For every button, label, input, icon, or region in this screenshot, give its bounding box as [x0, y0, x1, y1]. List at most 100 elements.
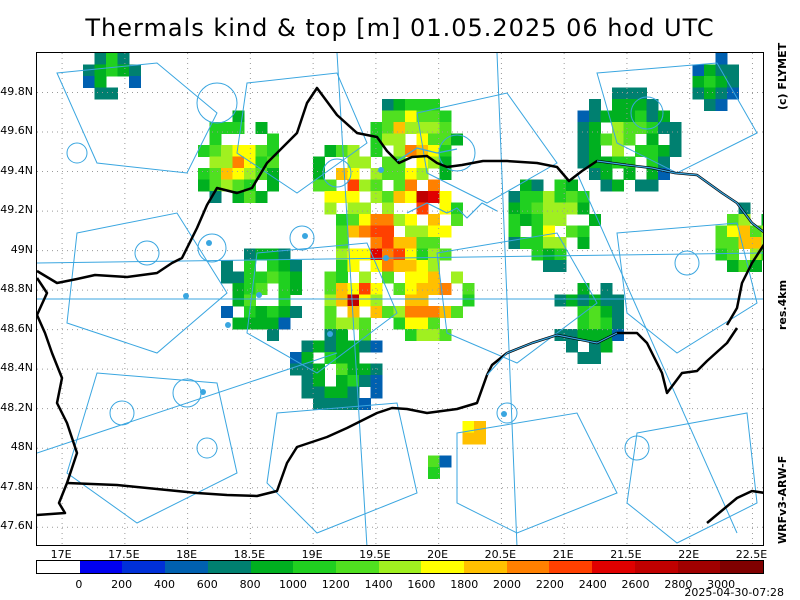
lat-tick-label: 48.6N: [0, 321, 33, 335]
thermal-cell: [347, 202, 360, 215]
thermal-cell: [727, 64, 739, 77]
thermal-cell: [531, 237, 544, 249]
map-canvas[interactable]: [37, 53, 764, 546]
thermal-cell: [244, 260, 256, 272]
airspace-boundary: [66, 372, 238, 524]
thermal-map[interactable]: [36, 52, 764, 546]
colorbar-swatch: [207, 561, 251, 573]
colorbar-swatch: [250, 561, 294, 573]
thermal-cell: [428, 271, 440, 284]
thermal-cell: [761, 214, 763, 226]
thermal-cell: [428, 110, 440, 123]
airspace-circle: [630, 96, 664, 130]
thermal-cell: [336, 386, 348, 399]
thermal-cell: [382, 260, 394, 272]
thermal-cell: [359, 214, 371, 226]
thermal-cell: [531, 179, 544, 192]
thermal-cell: [359, 179, 371, 192]
thermal-cell: [336, 329, 348, 341]
thermal-cell: [508, 225, 521, 238]
thermal-cell: [405, 271, 417, 284]
thermal-cell: [359, 294, 371, 307]
thermal-cell: [359, 363, 371, 376]
airspace-circle: [674, 250, 700, 276]
airport-icon: [206, 240, 212, 246]
thermal-cell: [600, 283, 613, 295]
thermal-cell: [336, 237, 348, 249]
lon-tick-label: 20.5E: [484, 548, 517, 561]
lat-tick-label: 49.4N: [0, 163, 33, 177]
thermal-cell: [347, 156, 360, 169]
thermal-cell: [313, 398, 325, 410]
thermal-cell: [359, 156, 371, 169]
thermal-cell: [370, 191, 383, 203]
thermal-cell: [600, 168, 613, 180]
thermal-cell: [727, 76, 739, 88]
thermal-cell: [439, 329, 452, 341]
thermal-cell: [221, 122, 233, 134]
airport-icon: [256, 292, 262, 298]
thermal-cell: [393, 168, 406, 180]
airspace-line: [576, 172, 738, 534]
thermal-cell: [382, 156, 394, 169]
thermal-cell: [301, 386, 314, 399]
thermal-cell: [600, 317, 613, 330]
thermal-cell: [462, 283, 475, 295]
thermal-cell: [589, 122, 601, 134]
airspace-circle: [197, 233, 227, 263]
thermal-cell: [428, 260, 440, 272]
thermal-cell: [692, 76, 705, 88]
thermal-cell: [462, 432, 475, 445]
lon-tick-label: 18.5E: [233, 548, 266, 561]
thermal-cells-layer: [83, 53, 763, 479]
thermal-cell: [313, 179, 325, 192]
thermal-cell: [393, 214, 406, 226]
thermal-cell: [347, 306, 360, 318]
thermal-cell: [278, 317, 291, 330]
thermal-cell: [267, 317, 279, 330]
thermal-cell: [704, 99, 716, 111]
lat-tick-label: 48N: [10, 440, 33, 454]
thermal-cell: [600, 306, 613, 318]
thermal-cell: [359, 340, 371, 353]
thermal-cell: [278, 271, 291, 284]
thermal-cell: [646, 110, 659, 123]
colorbar-swatch: [335, 561, 379, 573]
thermal-cell: [393, 122, 406, 134]
colorbar-tick-label: 1400: [364, 578, 393, 591]
thermal-cell: [370, 237, 383, 249]
thermal-cell: [566, 225, 578, 238]
thermal-cell: [462, 421, 475, 433]
thermal-cell: [715, 225, 728, 238]
thermal-cell: [451, 271, 463, 284]
thermal-cell: [577, 145, 590, 157]
airport-icon: [383, 255, 389, 261]
thermal-cell: [336, 375, 348, 387]
thermal-cell: [393, 260, 406, 272]
thermal-cell: [416, 156, 429, 169]
thermal-cell: [255, 191, 268, 203]
thermal-cell: [543, 191, 555, 203]
thermal-cell: [577, 225, 590, 238]
thermal-cell: [106, 53, 118, 65]
thermal-cell: [347, 283, 360, 295]
thermal-cell: [382, 133, 394, 146]
thermal-cell: [324, 202, 337, 215]
thermal-cell: [428, 122, 440, 134]
thermal-cell: [727, 260, 739, 272]
thermal-cell: [244, 145, 256, 157]
thermal-cell: [439, 248, 452, 261]
thermal-cell: [244, 191, 256, 203]
thermal-cell: [347, 214, 360, 226]
thermal-cell: [370, 386, 383, 399]
thermal-cell: [428, 133, 440, 146]
airspace-circle: [196, 437, 218, 459]
thermal-cell: [370, 375, 383, 387]
map-title: Thermals kind & top [m] 01.05.2025 06 ho…: [85, 14, 715, 42]
thermal-cell: [347, 352, 360, 364]
airspace-boundary: [456, 412, 618, 534]
thermal-cell: [428, 214, 440, 226]
model-label: WRFv3-ARW-F: [776, 455, 789, 544]
thermal-cell: [290, 271, 302, 284]
thermal-cell: [428, 145, 440, 157]
